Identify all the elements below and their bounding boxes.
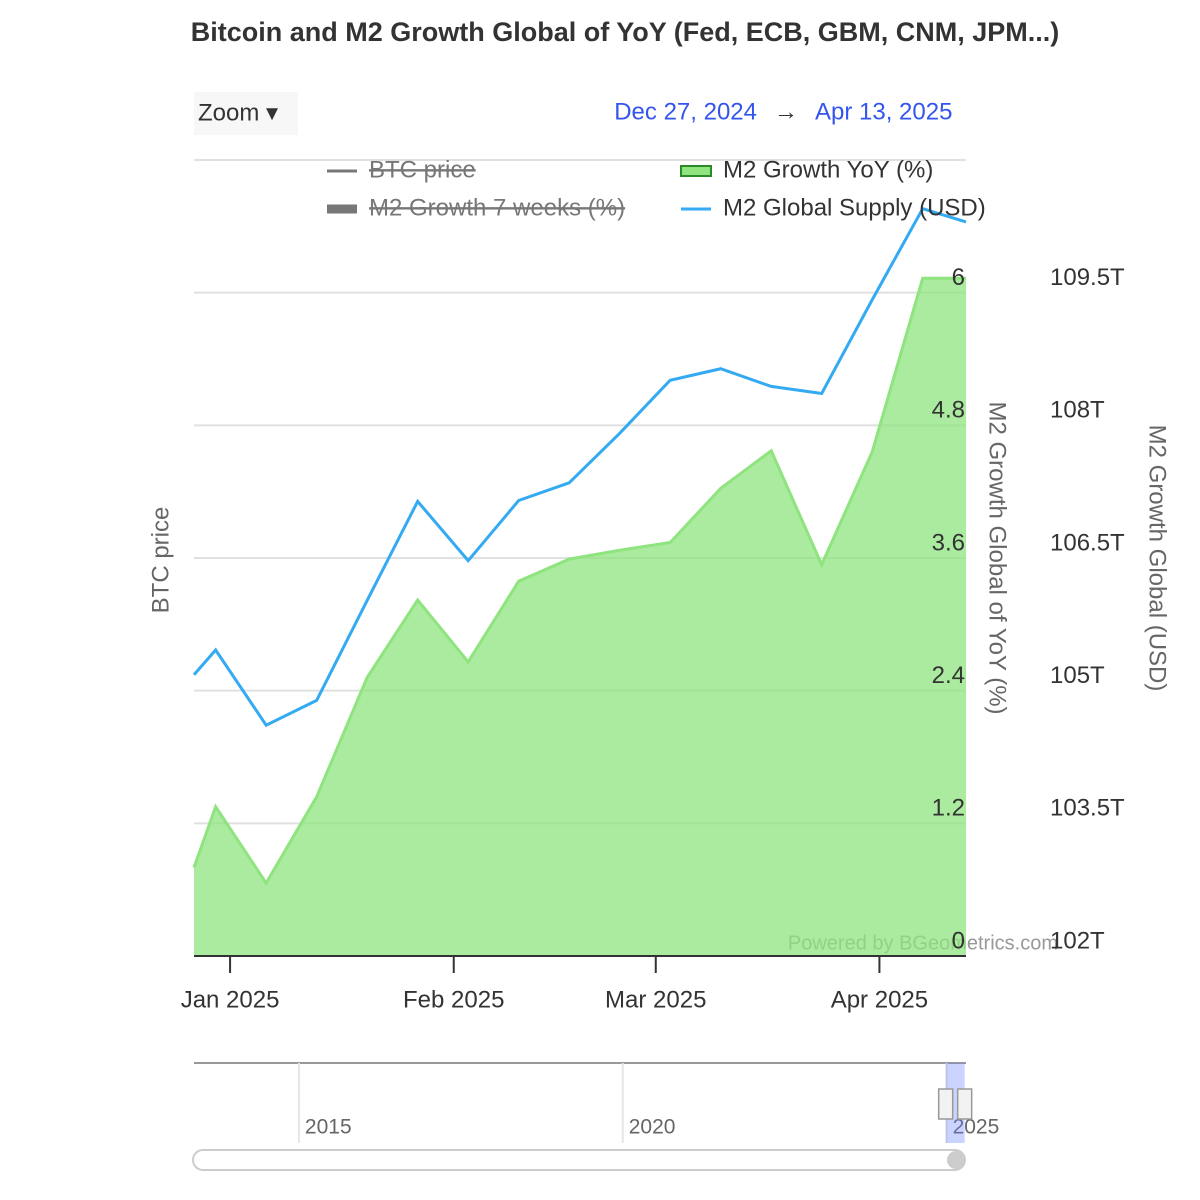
x-tick-label: Apr 2025	[831, 986, 928, 1013]
scrollbar[interactable]	[192, 1149, 966, 1171]
zoom-button[interactable]	[194, 92, 298, 135]
y-axis-title: M2 Growth Global of YoY (%)	[984, 401, 1011, 714]
range-start[interactable]: Dec 27, 2024	[614, 98, 757, 125]
y2-tick-label: 106.5T	[1050, 529, 1125, 556]
y-tick-label: 1.2	[932, 795, 965, 822]
y2-axis-title: M2 Growth Global (USD)	[1144, 425, 1171, 692]
y-tick-label: 3.6	[932, 529, 965, 556]
range-separator: →	[774, 98, 798, 125]
y2-tick-label: 105T	[1050, 662, 1105, 689]
navigator-mask	[945, 1063, 965, 1143]
navigator-tick-label: 2015	[305, 1116, 352, 1139]
range-end[interactable]: Apr 13, 2025	[815, 98, 952, 125]
x-tick-label: Feb 2025	[403, 986, 504, 1013]
y2-tick-label: 108T	[1050, 397, 1105, 424]
series-line	[192, 206, 967, 728]
btc-axis-title: BTC price	[147, 507, 174, 614]
legend-label[interactable]: M2 Growth YoY (%)	[723, 156, 933, 183]
legend-label[interactable]: BTC price	[369, 156, 476, 183]
navigator-tick-label: 2025	[953, 1116, 1000, 1139]
area-fill	[194, 278, 966, 956]
legend-label[interactable]: M2 Growth 7 weeks (%)	[369, 194, 625, 221]
legend-label[interactable]: M2 Global Supply (USD)	[723, 194, 986, 221]
y2-tick-label: 102T	[1050, 927, 1105, 954]
x-tick-label: Jan 2025	[181, 986, 280, 1013]
y-tick-label: 2.4	[932, 662, 965, 689]
area-line	[192, 276, 966, 886]
y-tick-label: 4.8	[932, 397, 965, 424]
legend-marker[interactable]	[680, 165, 712, 177]
navigator-handle[interactable]	[937, 1088, 954, 1120]
plot	[192, 159, 967, 956]
navigator-handle[interactable]	[956, 1088, 973, 1120]
x-tick-label: Mar 2025	[605, 986, 706, 1013]
y-tick-label: 0	[952, 927, 965, 954]
y2-tick-label: 103.5T	[1050, 795, 1125, 822]
chart-title: Bitcoin and M2 Growth Global of YoY (Fed…	[191, 17, 1060, 47]
zoom-label[interactable]: Zoom ▾	[198, 99, 278, 126]
navigator-tick-label: 2020	[629, 1116, 676, 1139]
y-tick-label: 6	[952, 264, 965, 291]
scrollbar-thumb[interactable]	[947, 1151, 965, 1169]
y2-tick-label: 109.5T	[1050, 264, 1125, 291]
